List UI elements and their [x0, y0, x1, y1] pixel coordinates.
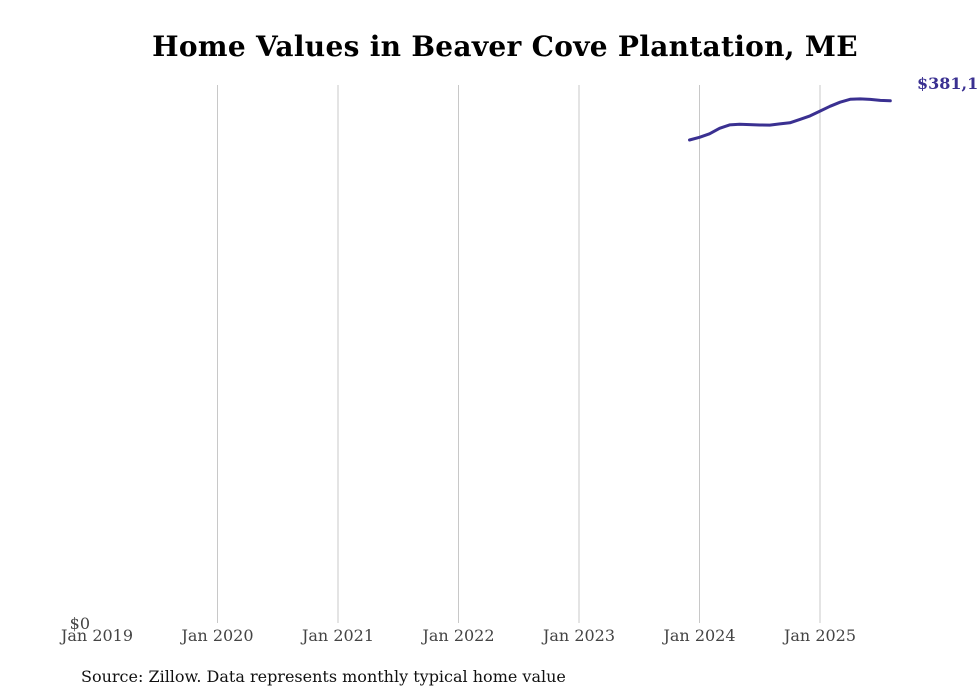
data-point [778, 122, 781, 125]
data-point [839, 101, 842, 104]
data-point [869, 98, 872, 101]
data-point [819, 110, 822, 113]
data-point [788, 121, 791, 124]
data-point [879, 99, 882, 102]
data-point [798, 118, 801, 121]
x-tick-label: Jan 2019 [59, 626, 133, 645]
data-point [768, 124, 771, 127]
axis-tick-labels: Jan 2019 Jan 2020 Jan 2021 Jan 2022 Jan 2023… [59, 614, 856, 645]
data-point [808, 114, 811, 117]
data-point [698, 136, 701, 139]
data-point [849, 98, 852, 101]
data-point [708, 132, 711, 135]
x-tick-label: Jan 2025 [782, 626, 856, 645]
data-point [718, 127, 721, 130]
x-tick-label: Jan 2021 [300, 626, 374, 645]
series-layer: $381,1 [688, 74, 978, 142]
data-point [688, 139, 691, 142]
data-point [859, 97, 862, 100]
data-point [829, 105, 832, 108]
x-tick-label: Jan 2023 [541, 626, 615, 645]
y-tick-label: $0 [70, 614, 90, 633]
x-tick-label: Jan 2022 [420, 626, 494, 645]
x-tick-label: Jan 2024 [661, 626, 735, 645]
data-point [728, 123, 731, 126]
vertical-gridlines [217, 85, 821, 623]
data-point [758, 124, 761, 127]
source-note: Source: Zillow. Data represents monthly … [81, 667, 566, 686]
series-end-label: $381,1 [917, 74, 978, 93]
chart-title: Home Values in Beaver Cove Plantation, M… [152, 30, 858, 63]
data-point [748, 123, 751, 126]
x-tick-label: Jan 2020 [179, 626, 253, 645]
data-point [738, 123, 741, 126]
data-point [889, 99, 892, 102]
series-line-0 [688, 97, 892, 142]
